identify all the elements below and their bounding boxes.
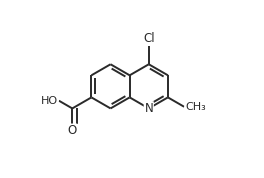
Text: HO: HO bbox=[41, 96, 58, 106]
Text: N: N bbox=[144, 102, 153, 115]
Text: CH₃: CH₃ bbox=[185, 102, 206, 112]
Text: Cl: Cl bbox=[143, 32, 155, 45]
Text: O: O bbox=[68, 124, 77, 137]
